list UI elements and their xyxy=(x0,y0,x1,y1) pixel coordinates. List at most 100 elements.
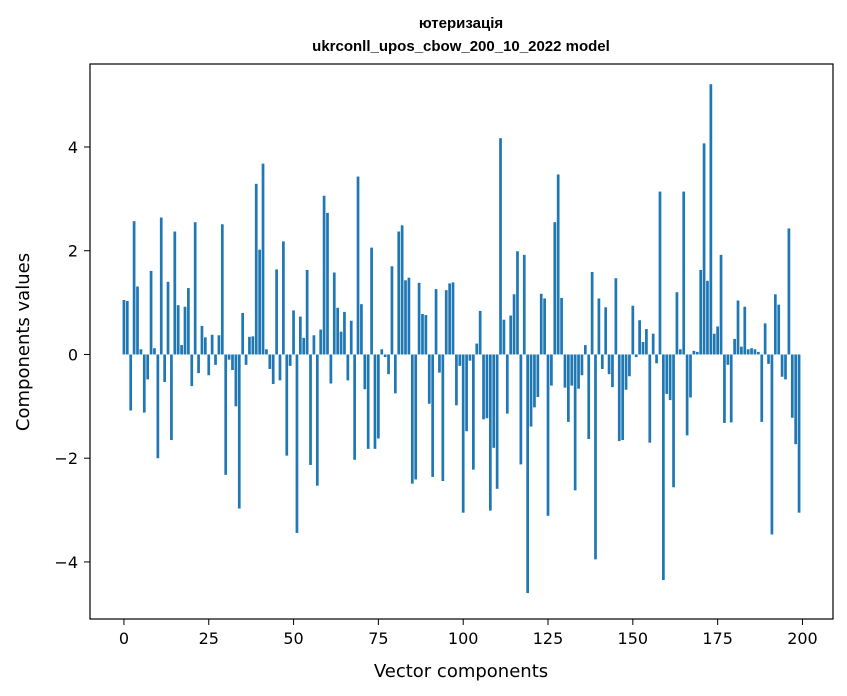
bar-39 xyxy=(254,183,258,355)
bar-82 xyxy=(400,225,404,355)
bar-44 xyxy=(271,354,275,385)
bar-162 xyxy=(672,354,675,488)
bar-100 xyxy=(461,354,465,513)
bar-108 xyxy=(488,354,492,511)
bar-152 xyxy=(638,320,641,355)
bar-136 xyxy=(583,345,587,355)
bar-146 xyxy=(617,354,621,442)
bar-33 xyxy=(234,354,238,407)
bar-76 xyxy=(380,349,384,355)
bar-120 xyxy=(529,354,533,427)
bar-25 xyxy=(207,354,211,376)
bar-107 xyxy=(485,354,489,419)
bar-40 xyxy=(258,249,261,355)
bar-188 xyxy=(760,354,764,422)
bar-7 xyxy=(146,354,150,380)
bar-185 xyxy=(750,348,753,355)
bar-109 xyxy=(492,354,496,448)
bar-167 xyxy=(689,354,692,398)
bar-58 xyxy=(319,329,323,355)
bar-113 xyxy=(505,354,509,414)
bar-194 xyxy=(780,354,784,377)
bar-183 xyxy=(743,306,747,355)
x-tick-label: 0 xyxy=(119,629,129,648)
bar-94 xyxy=(441,354,445,482)
y-tick-label: −4 xyxy=(54,553,78,572)
bar-131 xyxy=(567,354,570,422)
bar-88 xyxy=(421,314,424,355)
bar-119 xyxy=(526,354,530,594)
bar-24 xyxy=(203,337,207,355)
bar-77 xyxy=(383,354,387,358)
bar-197 xyxy=(790,354,794,418)
bar-90 xyxy=(427,354,431,404)
bar-164 xyxy=(678,349,682,355)
bar-191 xyxy=(770,354,774,535)
bar-12 xyxy=(163,354,166,382)
y-axis-label: Components values xyxy=(13,253,34,431)
bar-79 xyxy=(390,266,394,355)
x-tick-label: 50 xyxy=(283,629,303,648)
bar-80 xyxy=(393,354,397,394)
bar-102 xyxy=(468,354,472,361)
bar-169 xyxy=(695,351,699,355)
bar-50 xyxy=(292,310,295,355)
bar-10 xyxy=(156,354,160,459)
bar-187 xyxy=(757,351,760,355)
bar-115 xyxy=(512,294,516,355)
x-axis-label: Vector components xyxy=(374,661,548,682)
bar-81 xyxy=(397,231,401,355)
bar-168 xyxy=(692,350,696,355)
y-tick-label: 4 xyxy=(68,138,78,157)
chart-title-line2: ukrconll_upos_cbow_200_10_2022 model xyxy=(312,38,610,55)
bar-148 xyxy=(624,354,628,390)
bar-180 xyxy=(733,338,736,355)
bar-42 xyxy=(265,349,268,355)
bar-195 xyxy=(784,354,787,380)
bar-95 xyxy=(444,290,448,355)
bar-111 xyxy=(499,138,502,355)
bar-28 xyxy=(217,335,221,355)
bar-170 xyxy=(699,269,703,355)
bar-92 xyxy=(434,289,438,355)
bar-189 xyxy=(763,323,767,355)
bar-53 xyxy=(302,337,306,355)
x-tick-label: 125 xyxy=(533,629,564,648)
bar-14 xyxy=(170,354,173,441)
bar-172 xyxy=(706,280,709,355)
bar-35 xyxy=(241,312,245,355)
bar-49 xyxy=(288,354,292,366)
bar-71 xyxy=(363,354,367,390)
bar-86 xyxy=(414,354,418,480)
bar-56 xyxy=(312,335,316,355)
bar-177 xyxy=(723,354,726,423)
bar-18 xyxy=(183,306,187,355)
bar-57 xyxy=(315,354,319,486)
bar-143 xyxy=(607,354,611,375)
bar-141 xyxy=(600,354,604,369)
bar-156 xyxy=(651,333,655,355)
x-tick-label: 175 xyxy=(702,629,733,648)
bar-199 xyxy=(797,354,801,513)
bar-43 xyxy=(268,354,272,369)
bar-23 xyxy=(200,325,204,355)
bar-139 xyxy=(594,354,597,560)
bar-135 xyxy=(580,354,584,376)
bar-34 xyxy=(237,354,241,509)
bar-134 xyxy=(577,354,580,389)
y-axis-ticks: −4 −2 0 2 4 xyxy=(54,138,90,572)
bar-74 xyxy=(373,354,377,449)
bar-129 xyxy=(560,297,563,355)
bar-48 xyxy=(285,354,289,456)
bar-85 xyxy=(410,354,414,484)
bar-11 xyxy=(159,217,163,355)
bar-27 xyxy=(214,354,217,365)
bar-190 xyxy=(767,354,770,364)
bar-32 xyxy=(231,354,234,371)
bar-165 xyxy=(682,191,686,355)
bar-193 xyxy=(777,304,781,355)
x-tick-label: 100 xyxy=(448,629,479,648)
y-tick-label: 0 xyxy=(68,345,78,364)
bar-155 xyxy=(648,354,652,443)
bar-36 xyxy=(244,354,248,365)
